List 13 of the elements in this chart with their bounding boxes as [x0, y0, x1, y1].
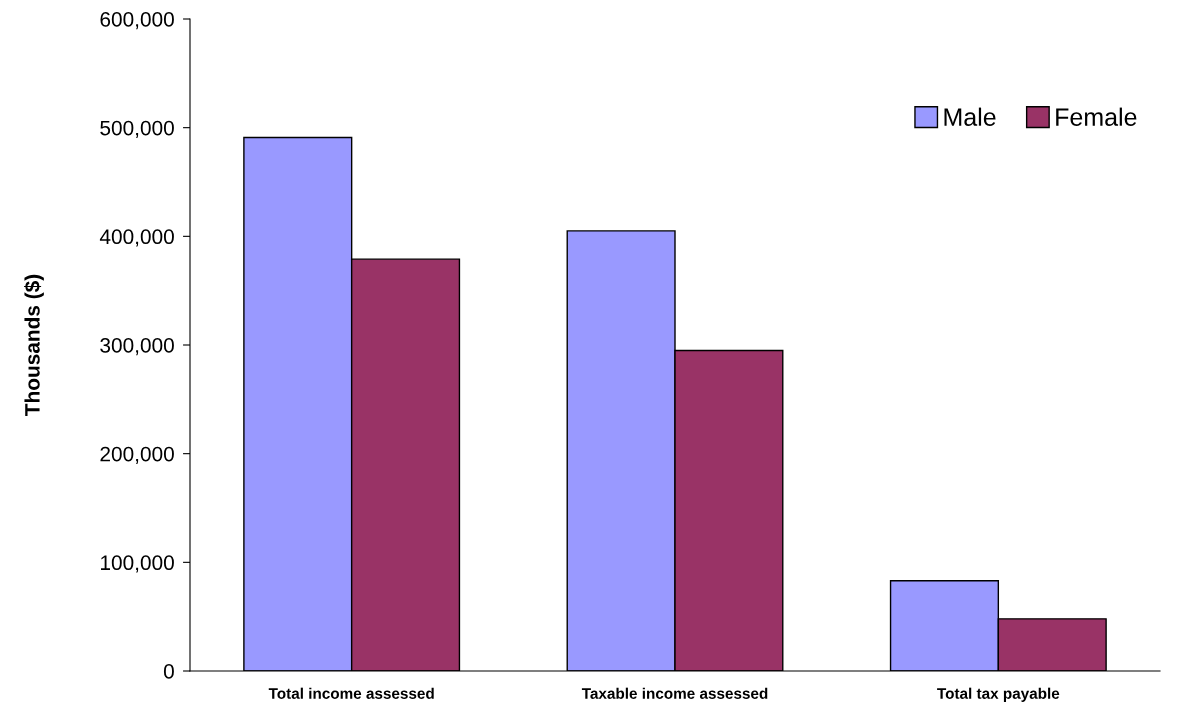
x-tick-label: Total tax payable — [937, 687, 1060, 702]
y-tick-label: 600,000 — [100, 12, 174, 30]
y-tick-label: 400,000 — [99, 229, 174, 247]
y-axis-title: Thousands ($) — [24, 274, 44, 416]
y-tick-label: 500,000 — [100, 120, 174, 138]
legend-label: Female — [1056, 107, 1137, 126]
x-tick-label: Taxable income assessed — [581, 687, 768, 699]
y-tick-label: 0 — [163, 664, 174, 679]
y-tick-label: 300,000 — [100, 338, 174, 356]
x-tick-label: Total income assessed — [268, 687, 434, 699]
y-tick-label: 200,000 — [100, 446, 174, 464]
y-tick-label: 100,000 — [101, 555, 174, 573]
legend-label: Male — [944, 107, 996, 126]
